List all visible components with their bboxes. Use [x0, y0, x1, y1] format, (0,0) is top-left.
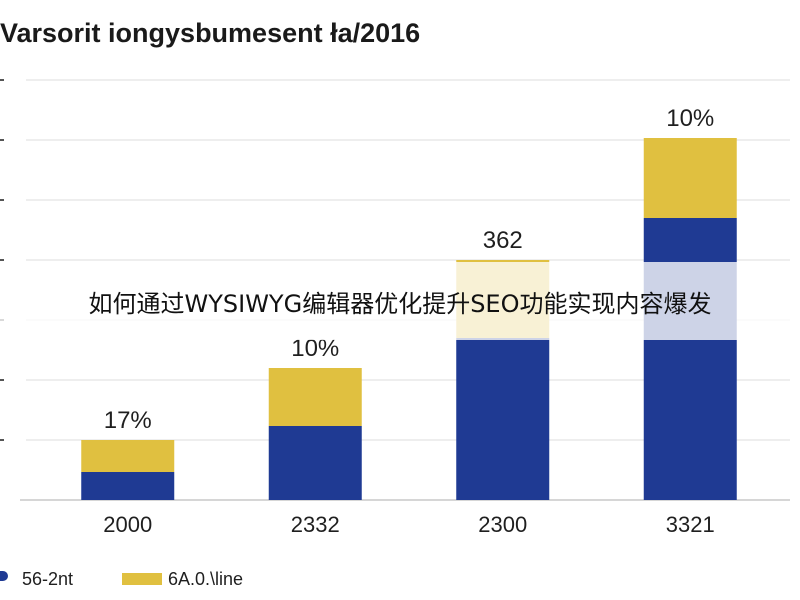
data-label: 10% [666, 105, 714, 132]
legend: 56-2nt 6A.0.\line [0, 569, 243, 589]
chart-title: Varsorit iongysbumesent ła/2016 [0, 18, 420, 48]
bars [81, 138, 737, 500]
data-label: 17% [104, 407, 152, 434]
bar-segment-2 [81, 440, 175, 472]
bar-segment-2 [643, 138, 737, 218]
bar-segment-1 [268, 426, 362, 500]
bar-segment-1 [81, 472, 175, 500]
bar-segment-2 [268, 368, 362, 426]
x-tick-label: 3321 [666, 512, 715, 537]
overlay-banner: 如何通过WYSIWYG编辑器优化提升SEO功能实现内容爆发 [0, 262, 800, 340]
x-tick-label: 2332 [291, 512, 340, 537]
overlay-text: 如何通过WYSIWYG编辑器优化提升SEO功能实现内容爆发 [88, 289, 712, 318]
bar-segment-1 [456, 338, 550, 500]
bar-segment-1 [643, 218, 737, 500]
x-tick-labels: 2000 2332 2300 3321 [103, 512, 714, 537]
legend-swatch-series-1 [0, 571, 8, 581]
legend-label-series-1: 56-2nt [22, 569, 73, 589]
legend-swatch-series-2 [122, 573, 162, 585]
x-tick-label: 2300 [478, 512, 527, 537]
x-tick-label: 2000 [103, 512, 152, 537]
legend-label-series-2: 6A.0.\line [168, 569, 243, 589]
data-label: 362 [483, 227, 523, 254]
